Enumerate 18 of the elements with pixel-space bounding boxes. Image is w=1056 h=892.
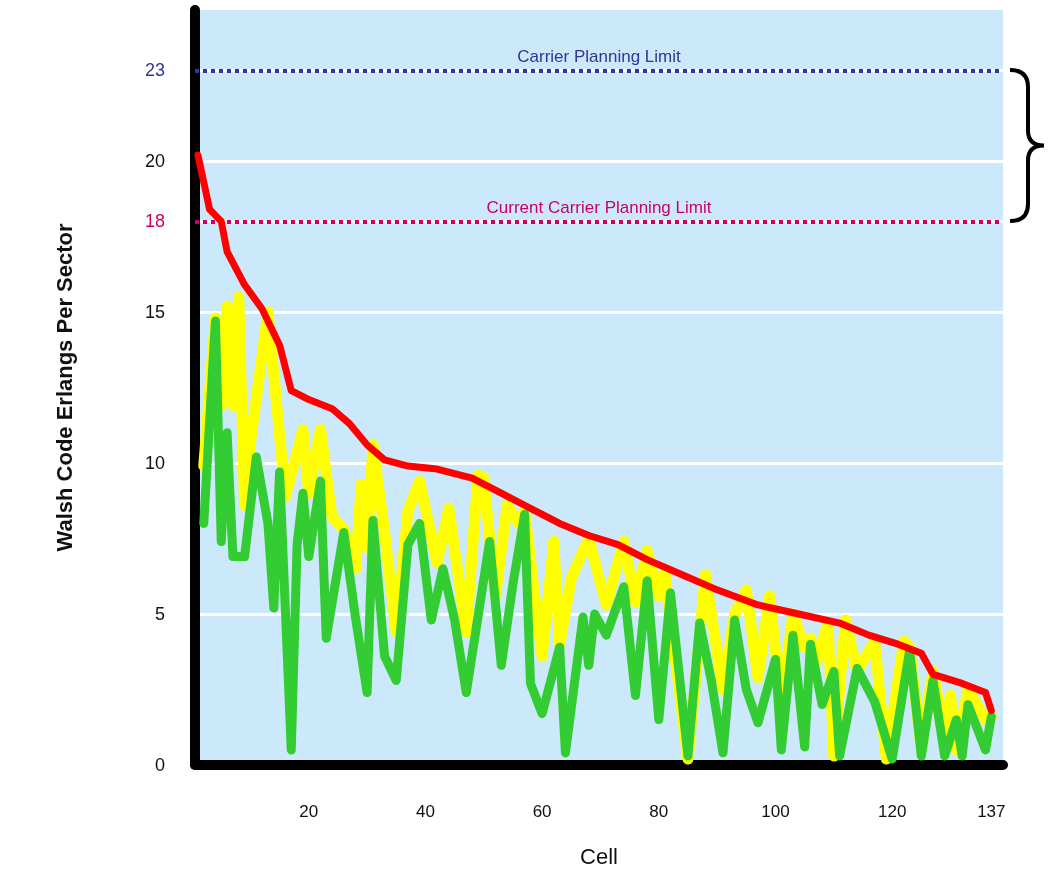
y-tick-label: 20: [144, 151, 165, 171]
y-tick-label: 15: [144, 302, 165, 322]
y-tick-label: 10: [144, 453, 165, 473]
x-tick-label: 80: [649, 802, 669, 821]
y-tick-label: 18: [144, 211, 165, 232]
y-tick-label: 0: [154, 755, 165, 775]
y-tick-label: 23: [144, 60, 165, 81]
x-tick-label: 60: [532, 802, 552, 821]
y-axis-title: Walsh Code Erlangs Per Sector: [51, 223, 77, 552]
x-tick-label: 40: [415, 802, 435, 821]
x-tick-label: 120: [877, 802, 907, 821]
ref-line-label: Current Carrier Planning Limit: [486, 198, 712, 218]
x-tick-label: 137: [977, 802, 1006, 821]
ref-line-label: Carrier Planning Limit: [517, 47, 681, 67]
x-tick-label: 20: [299, 802, 319, 821]
y-tick-label: 5: [154, 604, 165, 624]
x-axis-title: Cell: [580, 843, 618, 869]
x-tick-label: 100: [761, 802, 790, 821]
